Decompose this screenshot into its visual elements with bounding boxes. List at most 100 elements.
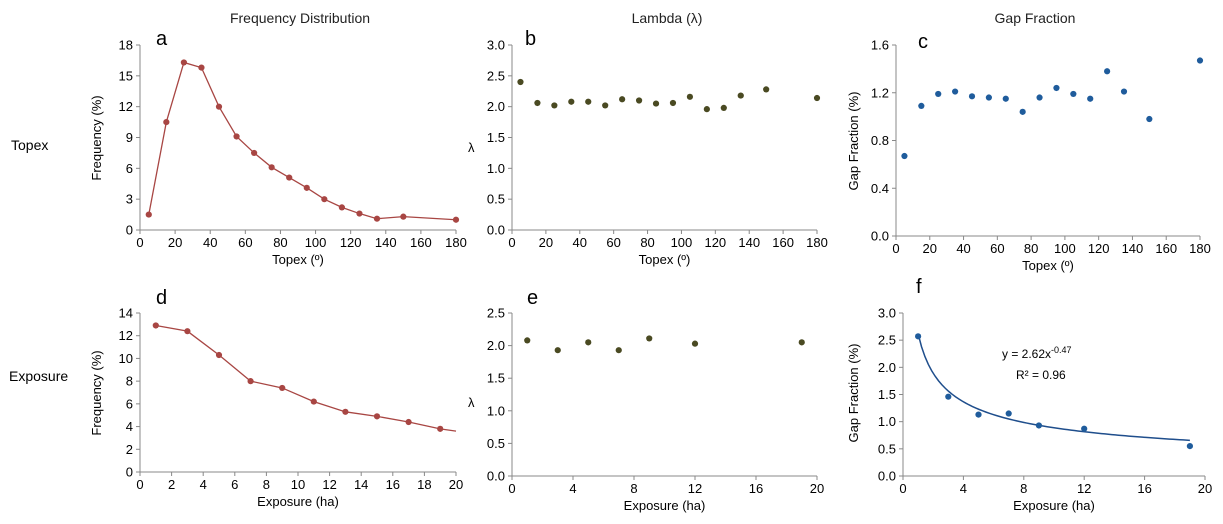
data-point xyxy=(703,106,710,113)
panel-c: c 0.0 0.4 0.8 1.2 1.6 0 20 40 60 80 100 120 140 160 180… xyxy=(846,31,1211,273)
row-label-exposure: Exposure xyxy=(9,368,68,384)
data-point xyxy=(952,88,959,95)
x-tick-label: 80 xyxy=(1024,241,1038,256)
data-point xyxy=(1035,422,1042,429)
x-tick-label: 140 xyxy=(375,235,397,250)
x-tick-label: 20 xyxy=(449,477,463,492)
data-point xyxy=(215,103,223,110)
x-tick-label: 120 xyxy=(340,235,362,250)
y-tick-label: 3 xyxy=(126,192,133,207)
data-point xyxy=(1005,410,1012,417)
panel-letter: d xyxy=(156,287,167,309)
y-tick-label: 1.5 xyxy=(878,387,896,402)
x-tick-label: 0 xyxy=(892,241,899,256)
y-tick-label: 10 xyxy=(119,351,133,366)
x-tick-label: 8 xyxy=(630,481,637,496)
x-tick-label: 0 xyxy=(899,481,906,496)
data-point xyxy=(303,184,310,191)
y-axis-label: Frequency (%) xyxy=(89,350,104,435)
y-axis-label: λ xyxy=(468,395,475,410)
panel-letter: f xyxy=(916,276,922,298)
x-tick-label: 100 xyxy=(1054,241,1076,256)
data-point xyxy=(279,384,286,392)
x-tick-label: 4 xyxy=(200,477,207,492)
x-tick-label: 40 xyxy=(203,235,217,250)
x-tick-label: 180 xyxy=(445,235,467,250)
x-tick-label: 8 xyxy=(263,477,270,492)
y-tick-label: 3.0 xyxy=(878,306,896,321)
data-point xyxy=(180,59,187,66)
series-line xyxy=(148,61,457,221)
panel-d: d 0 2 4 6 8 10 12 14 0 2 4 6 8 10 12 14 16 18 20 Exposure (h… xyxy=(89,287,463,509)
y-tick-label: 1.5 xyxy=(487,371,505,386)
y-tick-label: 3.0 xyxy=(487,38,505,53)
y-tick-label: 0.8 xyxy=(871,133,889,148)
x-tick-label: 0 xyxy=(136,477,143,492)
y-tick-label: 0.0 xyxy=(487,223,505,238)
column-title-frequency: Frequency Distribution xyxy=(230,10,370,26)
data-point xyxy=(568,98,575,105)
y-tick-label: 0.5 xyxy=(487,192,505,207)
data-point xyxy=(373,215,381,222)
y-tick-label: 0.5 xyxy=(487,436,505,451)
x-tick-label: 4 xyxy=(960,481,967,496)
data-point xyxy=(798,339,805,346)
data-point xyxy=(1087,95,1094,102)
panel-b: b 0.0 0.5 1.0 1.5 2.0 2.5 3.0 0 20 40 60 80 100 120 140… xyxy=(468,28,828,267)
x-tick-label: 60 xyxy=(990,241,1004,256)
x-tick-label: 6 xyxy=(231,477,238,492)
data-point xyxy=(524,337,531,344)
y-tick-label: 14 xyxy=(119,306,133,321)
data-point xyxy=(1019,108,1026,115)
data-point xyxy=(247,378,254,385)
data-point xyxy=(400,213,407,220)
data-point xyxy=(437,425,444,432)
x-tick-label: 20 xyxy=(168,235,182,250)
panel-f: f 0.0 0.5 1.0 1.5 2.0 2.5 3.0 0 4 8 12 16 20 Exposure … xyxy=(846,276,1212,513)
data-point xyxy=(152,322,159,329)
x-tick-label: 140 xyxy=(1122,241,1144,256)
data-point xyxy=(652,100,660,107)
y-tick-label: 0.0 xyxy=(487,469,505,484)
y-tick-label: 4 xyxy=(126,419,133,434)
x-tick-label: 100 xyxy=(671,235,693,250)
data-point xyxy=(215,351,223,359)
y-tick-label: 2.0 xyxy=(878,360,896,375)
y-tick-label: 12 xyxy=(119,99,133,114)
data-point xyxy=(310,398,317,405)
data-point xyxy=(813,94,821,102)
data-point xyxy=(342,408,349,415)
x-tick-label: 10 xyxy=(291,477,305,492)
column-title-lambda: Lambda (λ) xyxy=(632,10,703,26)
x-tick-label: 16 xyxy=(386,477,400,492)
x-axis-label: Topex (º) xyxy=(639,252,691,267)
x-axis-label: Topex (º) xyxy=(272,252,324,267)
y-axis-label: Gap Fraction (%) xyxy=(846,344,861,443)
data-point xyxy=(1036,94,1043,101)
data-point xyxy=(918,102,925,109)
data-point xyxy=(915,333,922,340)
data-point xyxy=(646,335,653,342)
y-tick-label: 18 xyxy=(119,38,133,53)
data-point xyxy=(373,413,381,420)
x-tick-label: 60 xyxy=(606,235,620,250)
data-point xyxy=(602,102,609,109)
data-point xyxy=(251,149,258,157)
y-tick-label: 9 xyxy=(126,130,133,145)
y-axis-label: λ xyxy=(468,140,475,155)
data-point xyxy=(935,90,942,98)
data-point xyxy=(1081,425,1088,432)
data-point xyxy=(1053,84,1060,92)
x-tick-label: 100 xyxy=(305,235,327,250)
fit-equation: y = 2.62x-0.47 xyxy=(1002,345,1072,361)
data-point xyxy=(975,411,982,418)
x-axis-label: Exposure (ha) xyxy=(624,498,706,513)
data-point xyxy=(1104,68,1111,75)
data-point xyxy=(551,102,558,109)
x-tick-label: 160 xyxy=(1155,241,1177,256)
data-point xyxy=(686,93,694,100)
fit-r-squared: R² = 0.96 xyxy=(1016,368,1066,382)
x-tick-label: 120 xyxy=(704,235,726,250)
y-tick-label: 0 xyxy=(126,223,133,238)
data-point xyxy=(184,328,191,335)
